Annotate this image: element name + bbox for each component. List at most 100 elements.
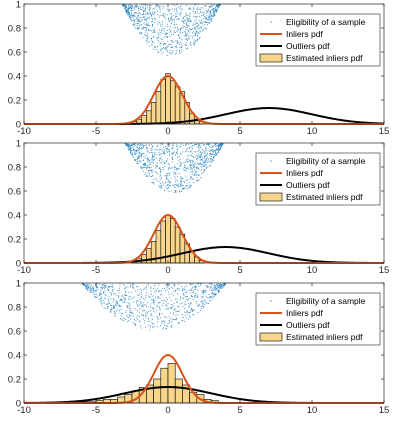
scatter-point xyxy=(143,18,145,20)
scatter-point xyxy=(128,13,130,15)
scatter-point xyxy=(123,297,125,299)
scatter-point xyxy=(135,150,137,152)
scatter-point xyxy=(132,155,134,157)
scatter-point xyxy=(212,15,214,17)
scatter-point xyxy=(110,298,112,300)
scatter-point xyxy=(212,10,214,12)
scatter-point xyxy=(167,26,169,28)
scatter-point xyxy=(220,286,222,288)
scatter-point xyxy=(220,143,222,144)
scatter-point xyxy=(190,292,192,294)
scatter-point xyxy=(176,163,178,165)
scatter-point xyxy=(129,311,130,313)
scatter-point xyxy=(94,290,96,292)
scatter-point xyxy=(142,6,144,8)
scatter-point xyxy=(150,303,152,305)
scatter-point xyxy=(209,22,211,23)
scatter-point xyxy=(133,149,134,150)
scatter-point xyxy=(210,6,211,8)
scatter-point xyxy=(147,12,149,13)
scatter-point xyxy=(211,159,213,161)
scatter-point xyxy=(136,5,138,7)
scatter-point xyxy=(201,23,203,25)
scatter-point xyxy=(171,321,173,323)
scatter-point xyxy=(169,154,170,156)
scatter-point xyxy=(161,313,163,315)
scatter-point xyxy=(149,172,150,174)
scatter-point xyxy=(217,152,219,153)
scatter-point xyxy=(157,296,159,298)
scatter-point xyxy=(223,285,225,287)
scatter-point xyxy=(116,308,118,310)
scatter-point xyxy=(132,15,134,17)
scatter-point xyxy=(190,143,192,145)
scatter-point xyxy=(150,325,151,327)
scatter-point xyxy=(135,4,137,6)
scatter-point xyxy=(170,31,171,33)
scatter-point xyxy=(178,284,180,285)
scatter-point xyxy=(134,6,136,8)
scatter-point xyxy=(141,153,143,155)
scatter-point xyxy=(107,303,109,305)
scatter-point xyxy=(137,143,139,145)
scatter-point xyxy=(200,151,202,153)
scatter-point xyxy=(164,37,166,39)
scatter-point xyxy=(128,4,130,6)
scatter-point xyxy=(97,289,99,291)
scatter-point xyxy=(131,12,133,14)
scatter-point xyxy=(166,185,168,187)
scatter-point xyxy=(197,143,199,145)
scatter-point xyxy=(150,310,152,312)
scatter-point xyxy=(142,26,144,28)
scatter-point xyxy=(204,161,206,163)
scatter-point xyxy=(100,302,102,304)
scatter-point xyxy=(219,285,221,287)
scatter-point xyxy=(214,15,216,17)
scatter-point xyxy=(181,302,183,304)
scatter-point xyxy=(220,146,222,148)
scatter-point xyxy=(222,143,224,145)
scatter-point xyxy=(208,18,210,20)
scatter-point xyxy=(163,152,165,154)
scatter-point xyxy=(142,36,144,38)
scatter-point xyxy=(161,300,163,302)
scatter-point xyxy=(142,10,144,12)
scatter-point xyxy=(192,156,194,157)
scatter-point xyxy=(216,285,218,287)
scatter-point xyxy=(184,31,186,32)
scatter-point xyxy=(130,6,132,8)
scatter-point xyxy=(134,143,136,145)
scatter-point xyxy=(108,300,110,302)
scatter-point xyxy=(189,304,191,306)
scatter-point xyxy=(185,45,187,46)
scatter-point xyxy=(182,320,184,322)
scatter-point xyxy=(131,312,133,314)
scatter-point xyxy=(141,148,143,150)
scatter-point xyxy=(171,308,172,309)
scatter-point xyxy=(133,20,135,22)
scatter-point xyxy=(89,292,91,294)
scatter-point xyxy=(205,164,207,166)
scatter-point xyxy=(190,294,192,296)
scatter-point xyxy=(218,144,220,146)
scatter-point xyxy=(201,159,203,161)
scatter-point xyxy=(204,165,206,167)
scatter-point xyxy=(191,296,193,298)
scatter-point xyxy=(104,307,106,309)
scatter-point xyxy=(173,290,175,292)
scatter-point xyxy=(168,184,170,186)
scatter-point xyxy=(187,8,189,10)
scatter-point xyxy=(198,305,199,307)
scatter-point xyxy=(136,150,138,152)
scatter-point xyxy=(156,309,158,311)
scatter-point xyxy=(166,54,168,56)
scatter-point xyxy=(185,180,187,182)
scatter-point xyxy=(136,304,138,306)
scatter-point xyxy=(183,22,185,24)
scatter-point xyxy=(194,162,196,164)
scatter-point xyxy=(158,307,160,308)
scatter-point xyxy=(129,7,131,8)
scatter-point xyxy=(176,289,178,291)
x-tick-label: 15 xyxy=(379,126,390,137)
